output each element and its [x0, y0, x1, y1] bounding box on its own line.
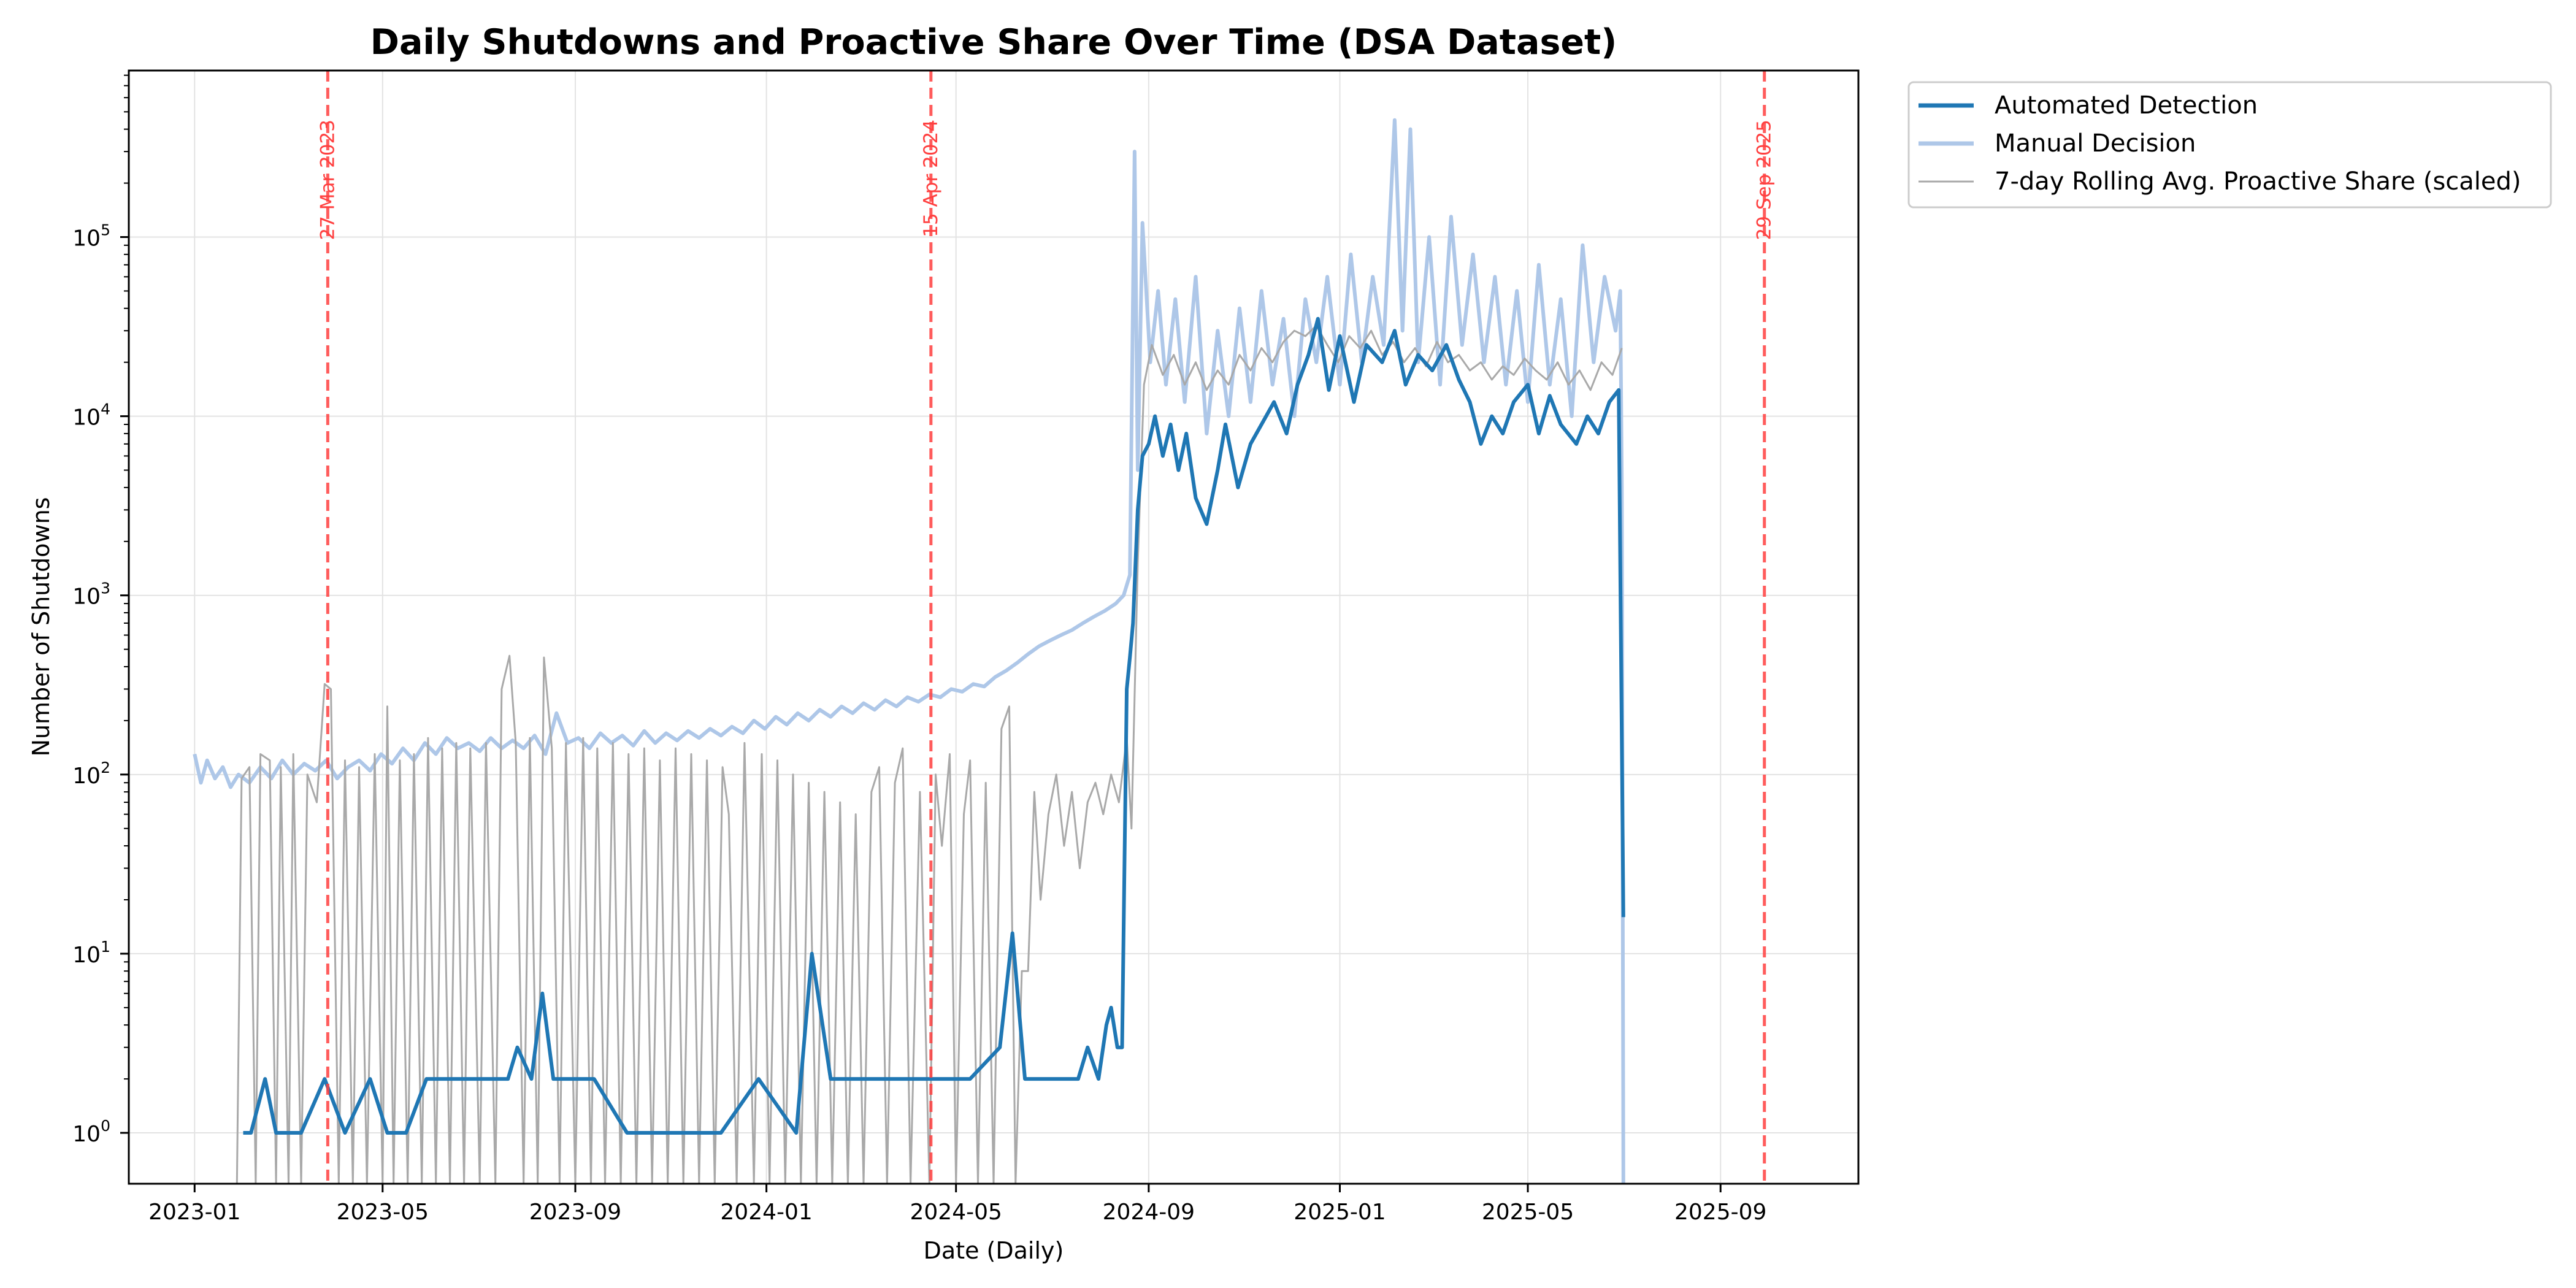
- y-tick-label: 102: [72, 759, 110, 789]
- legend: Automated Detection Manual Decision 7-da…: [1907, 81, 2552, 209]
- x-tick-layer: 2023-01 2023-05 2023-09 2024-01 2024-05 2024-…: [148, 1184, 1766, 1225]
- series-automated-detection-line: [243, 316, 1625, 1135]
- x-tick-label: 2025-01: [1294, 1200, 1386, 1225]
- x-axis-title: Date (Daily): [924, 1237, 1064, 1264]
- y-axis-title: Number of Shutdowns: [28, 497, 55, 757]
- y-tick-label: 101: [72, 938, 110, 968]
- legend-label-manual: Manual Decision: [1995, 129, 2196, 158]
- x-tick-label: 2024-05: [910, 1200, 1002, 1225]
- x-tick-label: 2024-09: [1103, 1200, 1195, 1225]
- y-tick-label: 105: [72, 221, 110, 251]
- y-tick-base: 10: [72, 405, 101, 431]
- vline-layer: 27 Mar 2023 15 Apr 2024 29 Sep 2025: [316, 71, 1776, 1184]
- legend-label-automated: Automated Detection: [1995, 91, 2258, 120]
- series-layer: [193, 118, 1625, 1184]
- x-tick-label: 2025-09: [1674, 1200, 1766, 1225]
- chart-title: Daily Shutdowns and Proactive Share Over…: [370, 22, 1617, 63]
- x-tick-label: 2023-01: [148, 1200, 240, 1225]
- y-tick-label: 100: [72, 1117, 110, 1147]
- event-vline-label: 27 Mar 2023: [316, 120, 339, 240]
- y-tick-base: 10: [72, 1122, 101, 1147]
- y-tick-base: 10: [72, 585, 101, 610]
- y-tick-exponent: 0: [101, 1117, 110, 1135]
- legend-box: [1907, 81, 2552, 209]
- series-manual-decision: [193, 118, 1625, 1184]
- series-manual-decision-line: [193, 118, 1625, 1184]
- y-tick-exponent: 1: [101, 938, 110, 956]
- x-tick-label: 2023-05: [337, 1200, 429, 1225]
- y-tick-base: 10: [72, 226, 101, 251]
- x-tick-label: 2025-05: [1482, 1200, 1574, 1225]
- y-tick-base: 10: [72, 764, 101, 789]
- y-tick-exponent: 3: [101, 580, 110, 597]
- event-vline-label: 15 Apr 2024: [920, 120, 942, 237]
- plot-frame: [128, 69, 1860, 1185]
- y-tick-exponent: 4: [101, 401, 110, 418]
- y-tick-exponent: 5: [101, 221, 110, 239]
- legend-label-rolling: 7-day Rolling Avg. Proactive Share (scal…: [1995, 167, 2521, 196]
- y-tick-label: 103: [72, 580, 110, 610]
- event-vline-label: 29 Sep 2025: [1754, 120, 1776, 240]
- x-tick-label: 2023-09: [529, 1200, 621, 1225]
- series-automated-detection: [243, 316, 1625, 1135]
- y-tick-base: 10: [72, 943, 101, 968]
- y-tick-label: 104: [72, 401, 110, 431]
- y-tick-exponent: 2: [101, 759, 110, 776]
- x-tick-label: 2024-01: [720, 1200, 812, 1225]
